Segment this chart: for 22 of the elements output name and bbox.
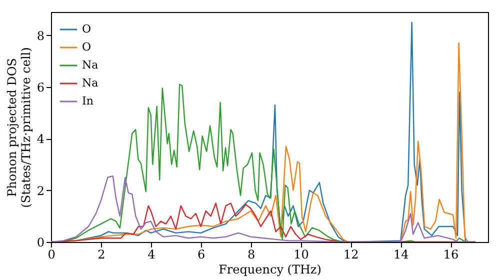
legend-label: O <box>82 40 92 54</box>
x-tick-label: 12 <box>344 248 359 262</box>
legend-label: O <box>82 22 92 36</box>
x-tick-label: 16 <box>443 248 459 262</box>
legend-label: In <box>82 94 94 108</box>
legend-label: Na <box>82 76 99 90</box>
y-tick-label: 6 <box>36 80 44 94</box>
y-tick-label: 8 <box>36 28 44 43</box>
x-tick-label: 6 <box>198 248 206 262</box>
x-tick-label: 8 <box>247 248 256 262</box>
x-tick-label: 2 <box>98 248 106 262</box>
x-tick-label: 0 <box>48 248 56 262</box>
x-tick-label: 4 <box>148 248 156 262</box>
x-tick-label: 14 <box>393 248 410 262</box>
y-tick-label: 2 <box>36 184 44 198</box>
line-series <box>51 176 476 242</box>
legend-label: Na <box>82 58 99 72</box>
y-tick-label: 4 <box>36 132 45 146</box>
x-axis-title: Frequency (THz) <box>218 262 322 276</box>
x-tick-label: 10 <box>294 248 309 262</box>
y-tick-label: 0 <box>36 236 44 250</box>
y-axis-title: Phonon projected DOS (States/THz·primitive cell) <box>4 47 33 208</box>
